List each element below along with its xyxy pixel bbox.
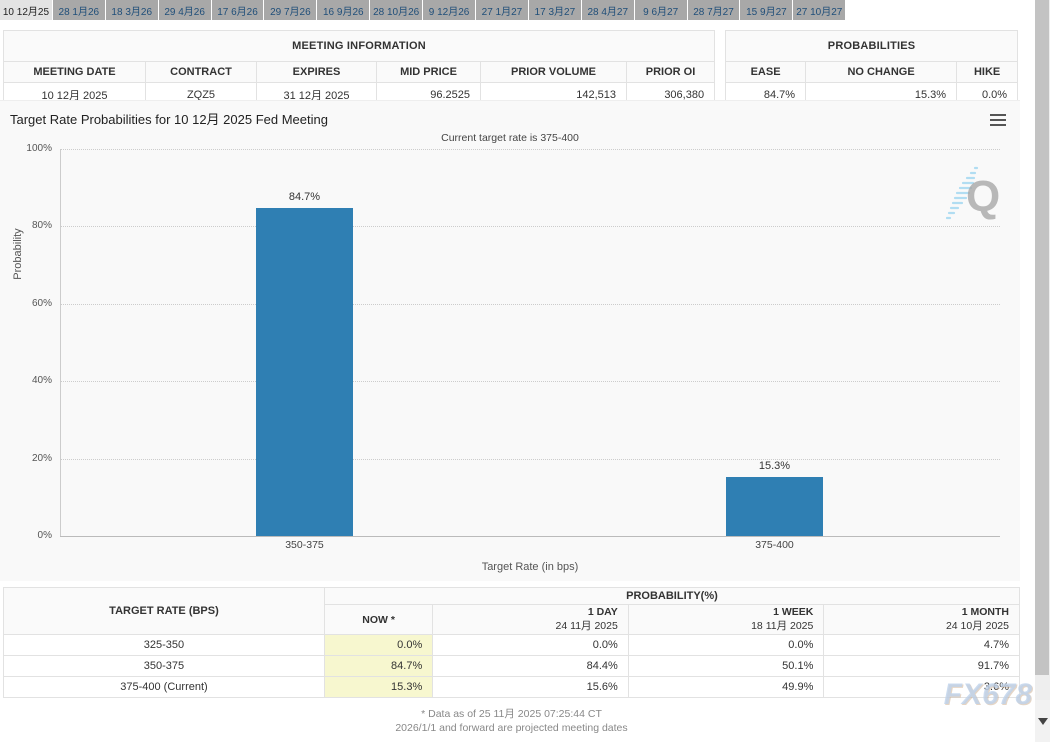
svg-text:Q: Q (966, 172, 1000, 221)
